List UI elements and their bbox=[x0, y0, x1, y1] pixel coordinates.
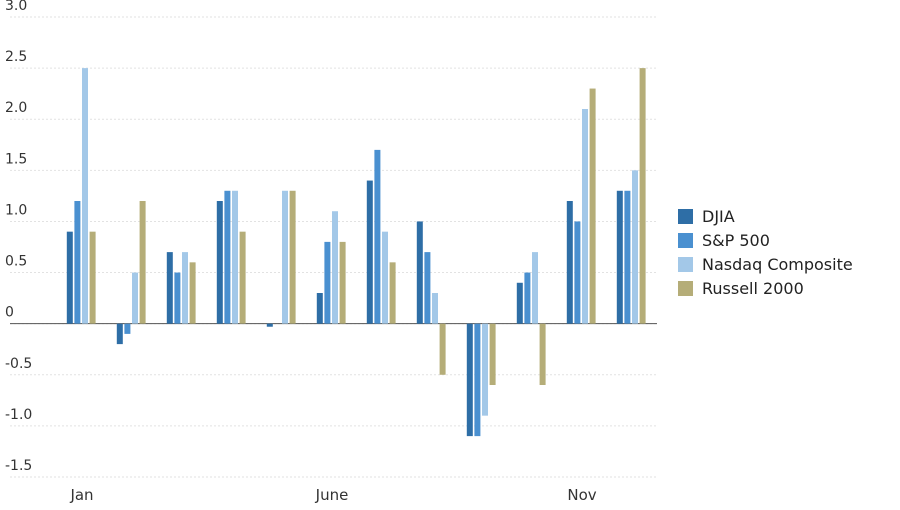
bar bbox=[516, 282, 523, 324]
bar bbox=[482, 323, 488, 416]
y-tick-label: -1.5 bbox=[5, 458, 32, 474]
y-tick-label: 0 bbox=[5, 305, 14, 321]
bar bbox=[589, 88, 596, 324]
bar bbox=[166, 252, 173, 324]
y-tick-label: -1.0 bbox=[5, 407, 32, 423]
bar bbox=[466, 323, 473, 437]
bar bbox=[632, 170, 638, 324]
legend-swatch bbox=[678, 209, 693, 224]
bar bbox=[266, 323, 273, 327]
legend-label: S&P 500 bbox=[702, 231, 770, 250]
bar bbox=[239, 231, 246, 324]
bar bbox=[182, 252, 188, 324]
bar bbox=[189, 262, 196, 324]
y-tick-label: 2.0 bbox=[5, 100, 27, 116]
bar bbox=[382, 231, 388, 324]
bar bbox=[82, 68, 88, 324]
bar bbox=[316, 293, 323, 324]
y-tick-label: 0.5 bbox=[5, 254, 27, 270]
legend-swatch bbox=[678, 233, 693, 248]
legend-label: Nasdaq Composite bbox=[702, 255, 853, 274]
x-tick-label: Nov bbox=[567, 486, 596, 504]
bar bbox=[232, 190, 238, 324]
bar bbox=[216, 201, 223, 324]
bar bbox=[132, 272, 138, 324]
bar bbox=[224, 190, 231, 324]
bar bbox=[366, 180, 373, 324]
bar bbox=[174, 272, 181, 324]
bar bbox=[416, 221, 423, 324]
legend-label: DJIA bbox=[702, 207, 735, 226]
bar bbox=[89, 231, 96, 324]
grid: 3.0 2.5 2.0 1.5 1.0 0.5 0 -0.5 -1.0 -1.5 Jan June No… bbox=[5, 0, 657, 504]
bar bbox=[539, 323, 546, 385]
bar bbox=[474, 323, 481, 437]
y-tick-label: 2.5 bbox=[5, 49, 27, 65]
bar bbox=[532, 252, 538, 324]
bar bbox=[424, 252, 431, 324]
bar bbox=[332, 211, 338, 324]
legend-label: Russell 2000 bbox=[702, 279, 804, 298]
bar bbox=[139, 201, 146, 324]
y-tick-label: 1.0 bbox=[5, 202, 27, 218]
bar bbox=[639, 68, 646, 324]
bar bbox=[124, 323, 131, 334]
bar bbox=[582, 109, 588, 324]
legend-swatch bbox=[678, 257, 693, 272]
bar bbox=[116, 323, 123, 345]
legend-swatch bbox=[678, 281, 693, 296]
x-tick-label: Jan bbox=[69, 486, 93, 504]
bar bbox=[432, 293, 438, 324]
bar bbox=[66, 231, 73, 324]
y-tick-label: 1.5 bbox=[5, 151, 27, 167]
bar bbox=[616, 190, 623, 324]
bar bbox=[439, 323, 446, 375]
y-tick-label: -0.5 bbox=[5, 356, 32, 372]
legend: DJIA S&P 500 Nasdaq Composite Russell 2000 bbox=[678, 207, 853, 298]
bar bbox=[389, 262, 396, 324]
bar bbox=[566, 201, 573, 324]
bar bbox=[524, 272, 531, 324]
x-tick-label: June bbox=[315, 486, 349, 504]
bars bbox=[66, 68, 646, 437]
y-tick-label: 3.0 bbox=[5, 0, 27, 14]
bar bbox=[74, 201, 81, 324]
bar bbox=[289, 190, 296, 324]
bar bbox=[282, 190, 288, 324]
bar bbox=[324, 241, 331, 324]
bar bbox=[574, 221, 581, 324]
bar bbox=[339, 241, 346, 324]
bar bbox=[374, 149, 381, 324]
bar bbox=[489, 323, 496, 385]
bar bbox=[624, 190, 631, 324]
